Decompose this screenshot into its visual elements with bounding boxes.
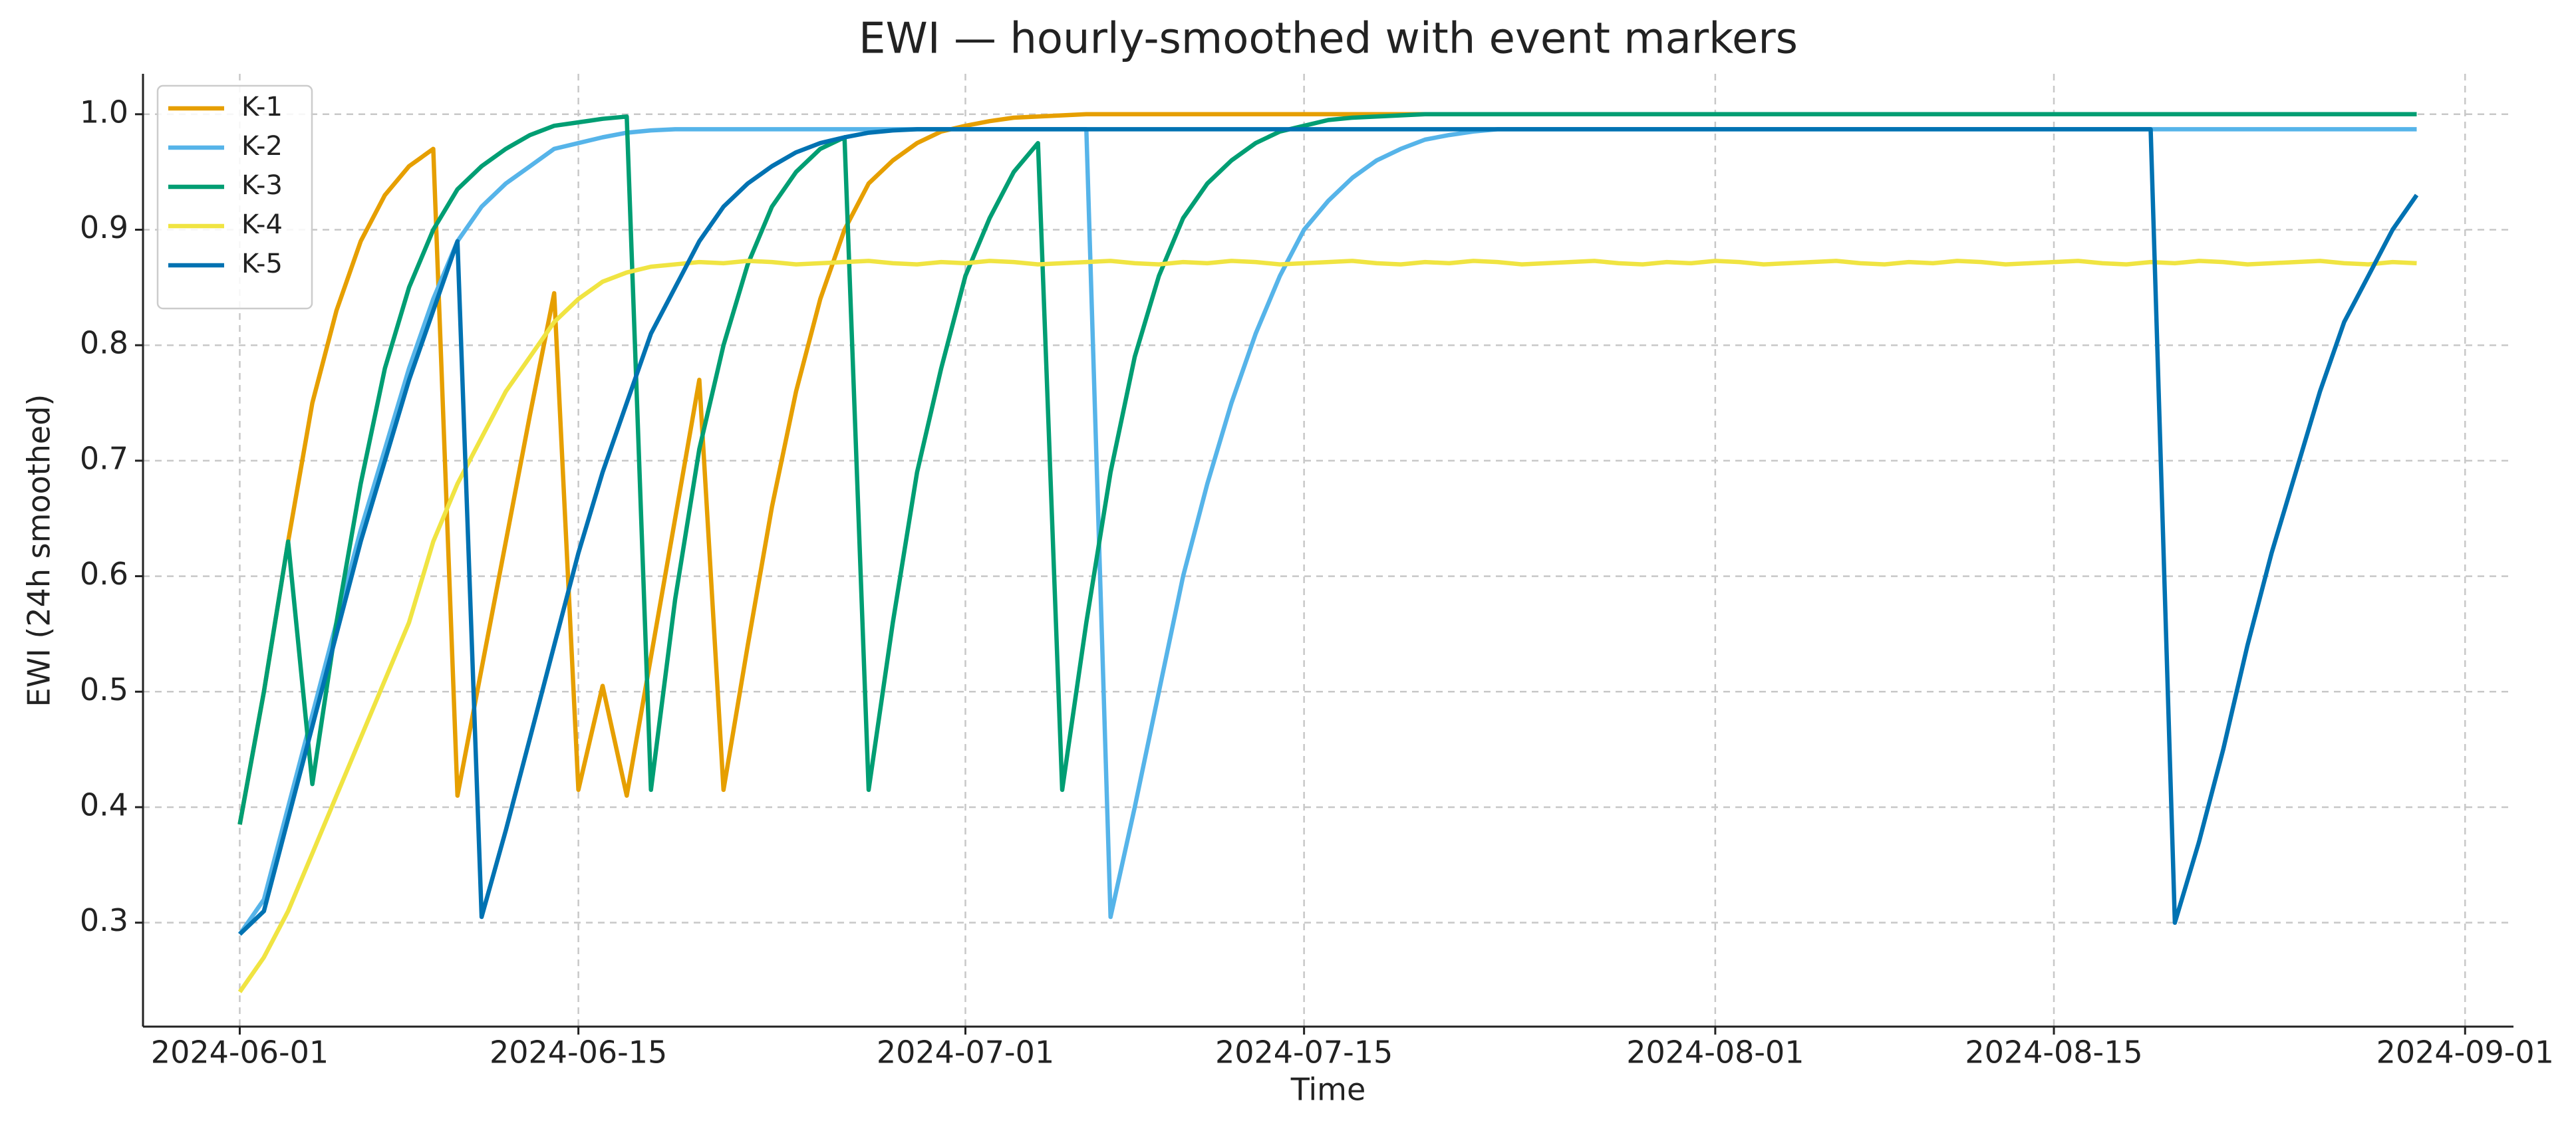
x-tick-label: 2024-07-01 [877, 1035, 1054, 1070]
y-tick-label: 0.8 [80, 325, 128, 361]
series-line [237, 259, 2417, 993]
legend-label: K-2 [241, 131, 283, 162]
series-line [237, 112, 2417, 825]
y-tick-label: 0.4 [80, 787, 128, 822]
x-tick-label: 2024-07-15 [1215, 1035, 1393, 1070]
legend-label: K-3 [241, 170, 283, 201]
y-tick-label: 0.6 [80, 556, 128, 592]
y-tick-label: 0.9 [80, 209, 128, 245]
y-tick-label: 0.5 [80, 672, 128, 707]
y-tick-label: 1.0 [80, 94, 128, 130]
legend-label: K-4 [241, 209, 283, 240]
legend-label: K-1 [241, 92, 283, 122]
x-tick-label: 2024-06-15 [490, 1035, 667, 1070]
x-tick-label: 2024-08-01 [1626, 1035, 1804, 1070]
x-tick-label: 2024-08-15 [1965, 1035, 2142, 1070]
legend-box [156, 84, 313, 310]
legend-label: K-5 [241, 249, 283, 279]
x-tick-label: 2024-09-01 [2376, 1035, 2554, 1070]
y-tick-label: 0.7 [80, 440, 128, 476]
x-tick-label: 2024-06-01 [151, 1035, 329, 1070]
y-tick-label: 0.3 [80, 902, 128, 938]
series-line [238, 127, 2419, 936]
chart-title: EWI — hourly-smoothed with event markers [859, 15, 1798, 64]
x-axis-label: Time [1290, 1072, 1366, 1108]
y-axis-label: EWI (24h smoothed) [21, 394, 57, 707]
